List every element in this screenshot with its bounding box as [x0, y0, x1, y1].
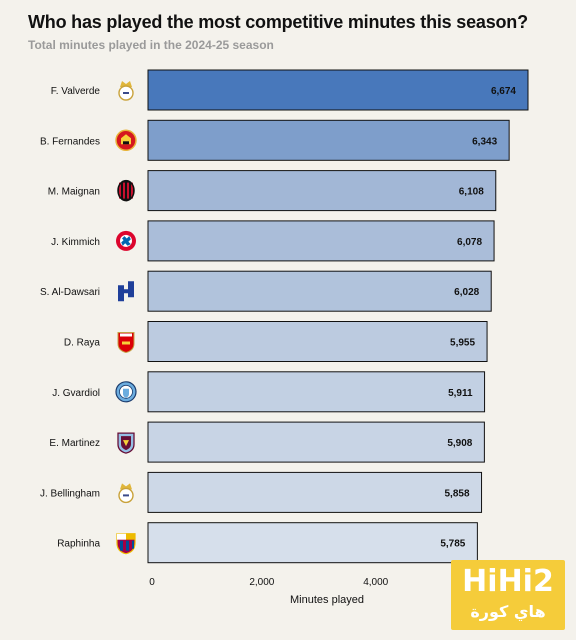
x-tick-label: 2,000 — [249, 577, 274, 588]
data-label: 6,674 — [491, 86, 516, 97]
data-label: 6,028 — [454, 287, 479, 298]
category-label: M. Maignan — [48, 187, 100, 198]
data-label: 6,108 — [459, 187, 484, 198]
bar — [147, 69, 529, 111]
real-madrid-crest-icon — [118, 483, 134, 504]
barcelona-crest-icon — [116, 533, 136, 555]
category-label: D. Raya — [64, 338, 101, 349]
bar — [147, 170, 497, 212]
chart-subtitle: Total minutes played in the 2024-25 seas… — [28, 38, 274, 52]
category-label: J. Kimmich — [51, 237, 100, 248]
manchester-city-crest-icon — [115, 381, 137, 403]
data-label: 6,343 — [472, 136, 497, 147]
x-tick-label: 0 — [149, 577, 155, 588]
bar — [147, 270, 492, 312]
x-tick-label: 4,000 — [363, 577, 388, 588]
category-label: E. Martinez — [49, 438, 100, 449]
bar — [147, 421, 485, 463]
bar — [147, 371, 486, 413]
bar — [147, 321, 488, 362]
category-label: F. Valverde — [51, 86, 101, 97]
bar — [147, 471, 483, 513]
bar — [147, 220, 495, 262]
bayern-munich-crest-icon — [116, 230, 136, 251]
data-label: 5,911 — [448, 388, 473, 399]
watermark-top-text: HiHi2 — [462, 564, 554, 599]
manchester-united-crest-icon — [115, 129, 137, 152]
data-label: 6,078 — [457, 237, 482, 248]
category-label: B. Fernandes — [40, 136, 100, 147]
watermark-bottom-text: هاي كورة — [470, 602, 546, 621]
category-label: J. Gvardiol — [52, 388, 100, 399]
data-label: 5,955 — [450, 338, 475, 349]
al-hilal-crest-icon — [118, 281, 134, 302]
category-label: S. Al-Dawsari — [40, 287, 100, 298]
chart-title: Who has played the most competitive minu… — [28, 12, 528, 32]
category-label: J. Bellingham — [40, 488, 100, 499]
bar — [147, 119, 510, 161]
x-axis-label: Minutes played — [290, 594, 364, 606]
data-label: 5,858 — [445, 488, 470, 499]
ac-milan-crest-icon — [117, 179, 135, 202]
real-madrid-crest-icon — [118, 81, 134, 101]
watermark-logo: HiHi2 هاي كورة — [451, 560, 565, 630]
bar — [147, 522, 478, 564]
category-label: Raphinha — [57, 539, 100, 550]
aston-villa-crest-icon — [117, 432, 135, 454]
data-label: 5,785 — [440, 539, 465, 550]
data-label: 5,908 — [447, 438, 472, 449]
arsenal-crest-icon — [117, 332, 135, 354]
